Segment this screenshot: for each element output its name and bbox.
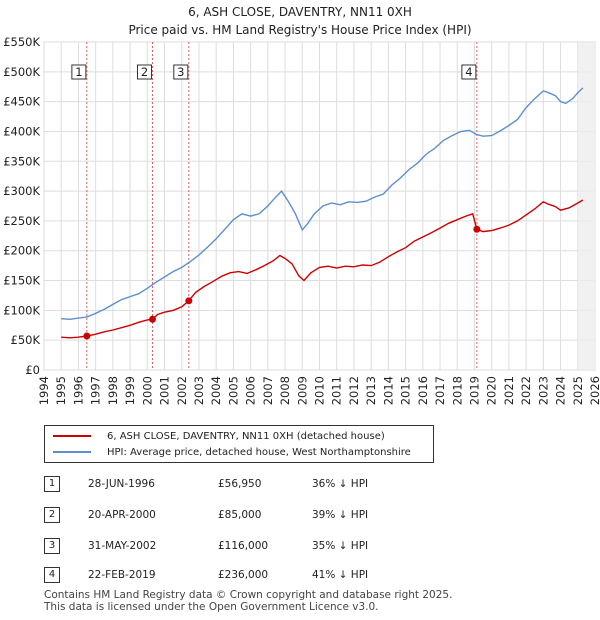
transaction-date: 28-JUN-1996 bbox=[88, 478, 155, 490]
x-tick-label: 2003 bbox=[192, 376, 206, 405]
x-tick-label: 1998 bbox=[106, 376, 120, 405]
y-tick-label: £50K bbox=[11, 333, 41, 347]
sale-point bbox=[148, 315, 156, 323]
sale-point bbox=[185, 297, 193, 305]
y-tick-label: £200K bbox=[3, 244, 40, 258]
y-tick-label: £400K bbox=[3, 124, 40, 138]
footer-line: Contains HM Land Registry data © Crown c… bbox=[44, 589, 453, 601]
x-tick-label: 2019 bbox=[467, 376, 481, 405]
x-tick-label: 2005 bbox=[226, 376, 240, 405]
x-tick-label: 2013 bbox=[364, 376, 378, 405]
x-tick-label: 1995 bbox=[54, 376, 68, 405]
forecast-band bbox=[577, 42, 595, 370]
transaction-badge: 4 bbox=[44, 567, 60, 583]
sale-label: 3 bbox=[177, 65, 184, 79]
x-tick-label: 1994 bbox=[37, 376, 51, 405]
x-tick-label: 2017 bbox=[433, 376, 447, 405]
x-tick-label: 1997 bbox=[89, 376, 103, 405]
transaction-price: £116,000 bbox=[218, 540, 269, 552]
transaction-date: 20-APR-2000 bbox=[88, 509, 156, 521]
x-tick-label: 2010 bbox=[313, 376, 327, 405]
x-tick-label: 2001 bbox=[158, 376, 172, 405]
chart-title: 6, ASH CLOSE, DAVENTRY, NN11 0XH bbox=[188, 5, 412, 19]
x-tick-label: 2015 bbox=[399, 376, 413, 405]
x-tick-label: 2006 bbox=[244, 376, 258, 405]
sale-label-box bbox=[136, 64, 152, 80]
x-tick-label: 1999 bbox=[123, 376, 137, 405]
transaction-date: 31-MAY-2002 bbox=[88, 540, 157, 552]
x-tick-label: 2024 bbox=[554, 376, 568, 405]
sale-point bbox=[473, 225, 481, 233]
legend-swatch-property bbox=[53, 435, 91, 437]
sale-label: 4 bbox=[465, 65, 472, 79]
transaction-badge: 1 bbox=[44, 476, 60, 492]
legend-swatch-hpi bbox=[53, 451, 91, 453]
chart-subtitle: Price paid vs. HM Land Registry's House … bbox=[128, 23, 471, 37]
legend-label-property: 6, ASH CLOSE, DAVENTRY, NN11 0XH (detach… bbox=[107, 430, 385, 442]
x-tick-label: 2002 bbox=[175, 376, 189, 405]
x-tick-label: 2020 bbox=[485, 376, 499, 405]
y-tick-label: £550K bbox=[3, 35, 40, 49]
sale-point bbox=[83, 332, 91, 340]
x-tick-label: 2008 bbox=[278, 376, 292, 405]
y-tick-label: £300K bbox=[3, 184, 40, 198]
y-tick-label: £250K bbox=[3, 214, 40, 228]
x-tick-label: 2007 bbox=[261, 376, 275, 405]
sale-label-box bbox=[173, 64, 189, 80]
transaction-delta: 41% ↓ HPI bbox=[312, 569, 369, 581]
sale-label: 1 bbox=[75, 65, 82, 79]
x-tick-label: 2014 bbox=[381, 376, 395, 405]
x-tick-label: 2000 bbox=[140, 376, 154, 405]
footer-attribution: Contains HM Land Registry data © Crown c… bbox=[44, 589, 453, 613]
y-tick-label: £150K bbox=[3, 274, 40, 288]
x-tick-label: 2011 bbox=[330, 376, 344, 405]
legend-item-hpi: HPI: Average price, detached house, West… bbox=[53, 444, 411, 460]
sale-label-box bbox=[71, 64, 87, 80]
transaction-price: £56,950 bbox=[218, 478, 262, 490]
x-tick-label: 2025 bbox=[571, 376, 585, 405]
x-tick-label: 2012 bbox=[347, 376, 361, 405]
x-tick-label: 2018 bbox=[450, 376, 464, 405]
footer-line: This data is licensed under the Open Gov… bbox=[44, 600, 379, 613]
transaction-price: £236,000 bbox=[218, 569, 269, 581]
y-tick-label: £0 bbox=[25, 363, 40, 377]
y-tick-label: £350K bbox=[3, 154, 40, 168]
chart-legend: 6, ASH CLOSE, DAVENTRY, NN11 0XH (detach… bbox=[44, 425, 434, 463]
legend-label-hpi: HPI: Average price, detached house, West… bbox=[107, 446, 411, 458]
sale-label-box bbox=[461, 64, 477, 80]
x-tick-label: 1996 bbox=[71, 376, 85, 405]
transaction-price: £85,000 bbox=[218, 509, 262, 521]
x-tick-label: 2009 bbox=[295, 376, 309, 405]
x-tick-label: 2016 bbox=[416, 376, 430, 405]
series-line-hpi bbox=[61, 87, 584, 321]
price-chart: 6, ASH CLOSE, DAVENTRY, NN11 0XH Price p… bbox=[3, 5, 600, 405]
x-tick-label: 2022 bbox=[519, 376, 533, 405]
y-tick-label: £100K bbox=[3, 303, 40, 317]
transaction-delta: 35% ↓ HPI bbox=[312, 540, 369, 552]
transaction-delta: 36% ↓ HPI bbox=[312, 478, 369, 490]
legend-item-property: 6, ASH CLOSE, DAVENTRY, NN11 0XH (detach… bbox=[53, 428, 385, 444]
x-tick-label: 2026 bbox=[588, 376, 600, 405]
transaction-badge: 3 bbox=[44, 538, 60, 554]
transaction-date: 22-FEB-2019 bbox=[88, 569, 156, 581]
x-tick-label: 2021 bbox=[502, 376, 516, 405]
x-tick-label: 2004 bbox=[209, 376, 223, 405]
y-tick-label: £500K bbox=[3, 65, 40, 79]
sale-label: 2 bbox=[141, 65, 148, 79]
transaction-delta: 39% ↓ HPI bbox=[312, 509, 369, 521]
y-tick-label: £450K bbox=[3, 95, 40, 109]
transaction-badge: 2 bbox=[44, 507, 60, 523]
x-tick-label: 2023 bbox=[536, 376, 550, 405]
